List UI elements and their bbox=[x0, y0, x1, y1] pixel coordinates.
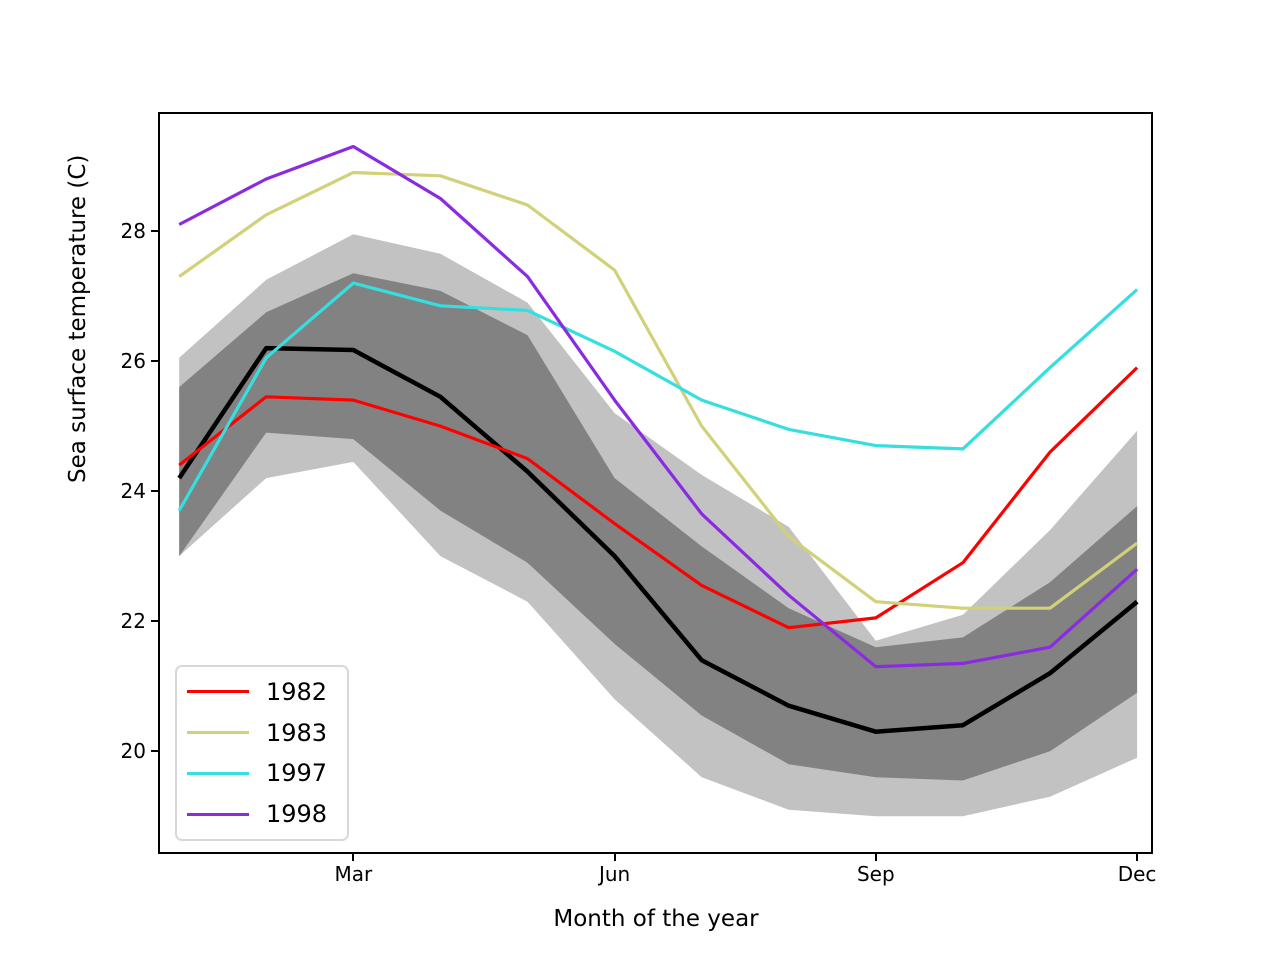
legend-line-1997 bbox=[187, 771, 249, 775]
y-tick-mark-28 bbox=[151, 230, 159, 233]
legend-item-1983: 1983 bbox=[177, 713, 347, 753]
inner-band bbox=[179, 273, 1138, 781]
x-tick-label-Sep: Sep bbox=[856, 862, 895, 886]
legend-line-1998 bbox=[187, 812, 249, 816]
legend-label-1982: 1982 bbox=[266, 677, 328, 706]
y-tick-mark-20 bbox=[151, 750, 159, 753]
x-tick-mark-Jun bbox=[613, 853, 616, 861]
legend-line-1982 bbox=[187, 690, 249, 694]
series-1998-line bbox=[178, 144, 1139, 669]
y-tick-label-20: 20 bbox=[120, 739, 146, 764]
plot-frame bbox=[158, 112, 1153, 854]
legend-item-1998: 1998 bbox=[177, 794, 347, 834]
climatology-mean-line bbox=[177, 345, 1139, 734]
y-tick-mark-26 bbox=[151, 360, 159, 363]
x-tick-mark-Mar bbox=[352, 853, 355, 861]
y-tick-mark-22 bbox=[151, 620, 159, 623]
y-tick-label-24: 24 bbox=[120, 479, 146, 504]
legend-label-1983: 1983 bbox=[266, 718, 328, 747]
plot-area bbox=[177, 144, 1139, 817]
legend-item-1982: 1982 bbox=[177, 672, 347, 712]
x-tick-label-Mar: Mar bbox=[334, 862, 373, 886]
y-tick-label-22: 22 bbox=[120, 609, 146, 634]
y-tick-mark-24 bbox=[151, 490, 159, 493]
x-tick-label-Jun: Jun bbox=[598, 862, 631, 886]
x-tick-label-Dec: Dec bbox=[1117, 862, 1157, 886]
y-tick-label-26: 26 bbox=[120, 349, 146, 374]
legend-label-1997: 1997 bbox=[266, 759, 328, 788]
x-tick-mark-Dec bbox=[1136, 853, 1139, 861]
series-1997-line bbox=[177, 281, 1139, 512]
series-1983-line bbox=[178, 170, 1139, 610]
legend-item-1997: 1997 bbox=[177, 753, 347, 793]
x-axis-label: Month of the year bbox=[553, 906, 759, 932]
legend: 1982 1983 1997 1998 bbox=[175, 665, 349, 841]
x-tick-mark-Sep bbox=[874, 853, 877, 861]
legend-line-1983 bbox=[187, 731, 249, 735]
series-1982-line bbox=[178, 366, 1139, 630]
legend-label-1998: 1998 bbox=[266, 800, 328, 829]
y-tick-label-28: 28 bbox=[120, 219, 146, 244]
